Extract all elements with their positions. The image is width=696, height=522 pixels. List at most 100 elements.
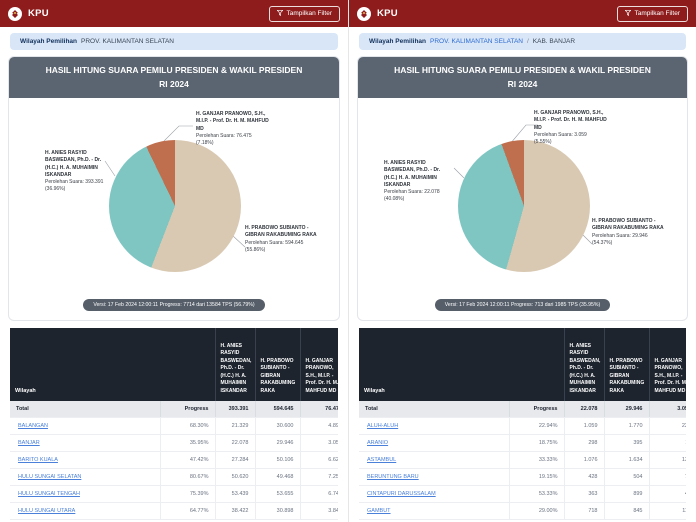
table-row: BERUNTUNG BARU 19.15% 428 504 70 — [359, 468, 686, 487]
table-row: CINTAPURI DARUSSALAM 53.33% 363 899 40 — [359, 485, 686, 504]
brand-title: KPU — [28, 8, 49, 19]
candidate-name: H. ANIES RASYID BASWEDAN, Ph.D. - Dr. (H… — [45, 150, 102, 178]
row-anies: 1.059 — [563, 417, 604, 436]
pie-annotation-anies: H. ANIES RASYID BASWEDAN, Ph.D. - Dr. (H… — [45, 150, 115, 194]
breadcrumb: Wilayah Pemilihan PROV. KALIMANTAN SELAT… — [359, 33, 686, 50]
table-header-row: Wilayah H. ANIES RASYID BASWEDAN, Ph.D. … — [359, 328, 686, 402]
table-row: GAMBUT 29.00% 718 845 110 — [359, 502, 686, 521]
vote-count: Perolehan Suara: 22.078 — [384, 189, 440, 196]
result-card: HASIL HITUNG SUARA PEMILU PRESIDEN & WAK… — [8, 56, 340, 322]
table-row: HULU SUNGAI UTARA 64.77% 38.422 30.898 3… — [10, 502, 338, 521]
total-prabowo: 594.645 — [254, 401, 300, 419]
panel-kabupaten: KPU Tampilkan Filter Wilayah Pemilihan P… — [348, 0, 696, 522]
breadcrumb-region: KAB. BANJAR — [532, 38, 576, 45]
table-row: ASTAMBUL 33.33% 1.076 1.634 139 — [359, 451, 686, 470]
total-anies: 393.391 — [214, 401, 255, 419]
row-anies: 428 — [563, 468, 604, 487]
row-ganjar: 3.840 — [299, 502, 338, 521]
row-progress: 22.94% — [508, 417, 564, 436]
breadcrumb-province-link[interactable]: PROV. KALIMANTAN SELATAN — [430, 38, 523, 45]
kpu-logo — [8, 6, 22, 21]
region-link[interactable]: ALUH-ALUH — [367, 423, 399, 430]
pie-annotation-ganjar: H. GANJAR PRANOWO, S.H., M.I.P. - Prof. … — [534, 110, 614, 146]
version-progress-badge: Versi: 17 Feb 2024 12:00:11 Progress: 77… — [83, 299, 265, 312]
filter-icon — [625, 9, 632, 18]
row-prabowo: 30.898 — [254, 502, 300, 521]
pie-chart — [458, 140, 590, 273]
row-anies: 53.439 — [214, 485, 255, 504]
row-prabowo: 30.600 — [254, 417, 300, 436]
filter-button-label: Tampilkan Filter — [286, 10, 332, 17]
row-anies: 1.076 — [563, 451, 604, 470]
row-prabowo: 1.770 — [603, 417, 649, 436]
table-row: BARITO KUALA 47.42% 27.284 50.106 6.620 — [10, 451, 338, 470]
vote-percent: (5.55%) — [534, 139, 552, 146]
row-prabowo: 504 — [603, 468, 649, 487]
row-progress: 47.42% — [159, 451, 215, 470]
row-ganjar: 11 — [648, 434, 686, 453]
show-filter-button[interactable]: Tampilkan Filter — [269, 5, 340, 22]
total-row: Total Progress 22.078 29.946 3.059 — [359, 401, 686, 419]
row-ganjar: 4.890 — [299, 417, 338, 436]
top-header-bar: KPU Tampilkan Filter — [349, 0, 696, 27]
region-link[interactable]: BARITO KUALA — [18, 457, 58, 464]
vote-percent: (40.08%) — [384, 196, 405, 203]
table-row: BANJAR 35.95% 22.078 29.946 3.059 — [10, 434, 338, 453]
page-title: HASIL HITUNG SUARA PEMILU PRESIDEN & WAK… — [358, 57, 687, 99]
region-link[interactable]: ASTAMBUL — [367, 457, 397, 464]
table-row: ARANIO 18.75% 298 395 11 — [359, 434, 686, 453]
results-table: Wilayah H. ANIES RASYID BASWEDAN, Ph.D. … — [10, 328, 338, 521]
filter-button-label: Tampilkan Filter — [634, 10, 680, 17]
region-link[interactable]: BALANGAN — [18, 423, 48, 430]
region-link[interactable]: HULU SUNGAI TENGAH — [18, 491, 80, 498]
region-link[interactable]: GAMBUT — [367, 508, 391, 515]
row-progress: 29.00% — [508, 502, 564, 521]
region-link[interactable]: HULU SUNGAI SELATAN — [18, 474, 82, 481]
row-progress: 33.33% — [508, 451, 564, 470]
vote-count: Perolehan Suara: 3.059 — [534, 131, 587, 138]
column-header-prabowo: H. PRABOWO SUBIANTO - GIBRAN RAKABUMING … — [254, 328, 300, 402]
row-anies: 22.078 — [214, 434, 255, 453]
row-progress: 68.30% — [159, 417, 215, 436]
show-filter-button[interactable]: Tampilkan Filter — [617, 5, 688, 22]
pie-chart-area: H. GANJAR PRANOWO, S.H., M.I.P. - Prof. … — [9, 98, 339, 294]
row-progress: 19.15% — [508, 468, 564, 487]
vote-count: Perolehan Suara: 594.645 — [245, 239, 304, 246]
pie-annotation-anies: H. ANIES RASYID BASWEDAN, Ph.D. - Dr. (H… — [384, 160, 454, 204]
vote-count: Perolehan Suara: 29.946 — [592, 232, 648, 239]
column-header-ganjar: H. GANJAR PRANOWO, S.H., M.I.P. - Prof. … — [648, 328, 686, 402]
row-ganjar: 139 — [648, 451, 686, 470]
results-table-container: Wilayah H. ANIES RASYID BASWEDAN, Ph.D. … — [10, 328, 338, 521]
vote-percent: (36.96%) — [45, 186, 66, 193]
region-link[interactable]: BANJAR — [18, 440, 40, 447]
row-ganjar: 227 — [648, 417, 686, 436]
breadcrumb-separator: / — [526, 38, 529, 45]
row-ganjar: 3.059 — [299, 434, 338, 453]
region-link[interactable]: HULU SUNGAI UTARA — [18, 508, 76, 515]
progress-label: Progress — [159, 401, 215, 419]
total-prabowo: 29.946 — [603, 401, 649, 419]
column-header-anies: H. ANIES RASYID BASWEDAN, Ph.D. - Dr. (H… — [563, 328, 604, 402]
row-progress: 80.67% — [159, 468, 215, 487]
breadcrumb-province: PROV. KALIMANTAN SELATAN — [81, 38, 174, 45]
table-header-row: Wilayah H. ANIES RASYID BASWEDAN, Ph.D. … — [10, 328, 338, 402]
row-prabowo: 53.655 — [254, 485, 300, 504]
row-progress: 53.33% — [508, 485, 564, 504]
total-ganjar: 76.475 — [299, 401, 338, 419]
row-ganjar: 40 — [648, 485, 686, 504]
row-anies: 27.284 — [214, 451, 255, 470]
breadcrumb-label: Wilayah Pemilihan — [369, 38, 427, 45]
row-ganjar: 6.620 — [299, 451, 338, 470]
version-progress-badge: Versi: 17 Feb 2024 12:00:11 Progress: 71… — [434, 299, 611, 312]
row-prabowo: 50.106 — [254, 451, 300, 470]
region-link[interactable]: CINTAPURI DARUSSALAM — [367, 491, 436, 498]
result-card: HASIL HITUNG SUARA PEMILU PRESIDEN & WAK… — [357, 56, 688, 322]
kpu-logo — [357, 6, 371, 21]
region-link[interactable]: BERUNTUNG BARU — [367, 474, 419, 481]
vote-percent: (7.18%) — [196, 140, 214, 147]
candidate-name: H. GANJAR PRANOWO, S.H., M.I.P. - Prof. … — [534, 110, 607, 131]
table-row: BALANGAN 68.30% 21.329 30.600 4.890 — [10, 417, 338, 436]
region-link[interactable]: ARANIO — [367, 440, 389, 447]
candidate-name: H. ANIES RASYID BASWEDAN, Ph.D. - Dr. (H… — [384, 160, 441, 188]
